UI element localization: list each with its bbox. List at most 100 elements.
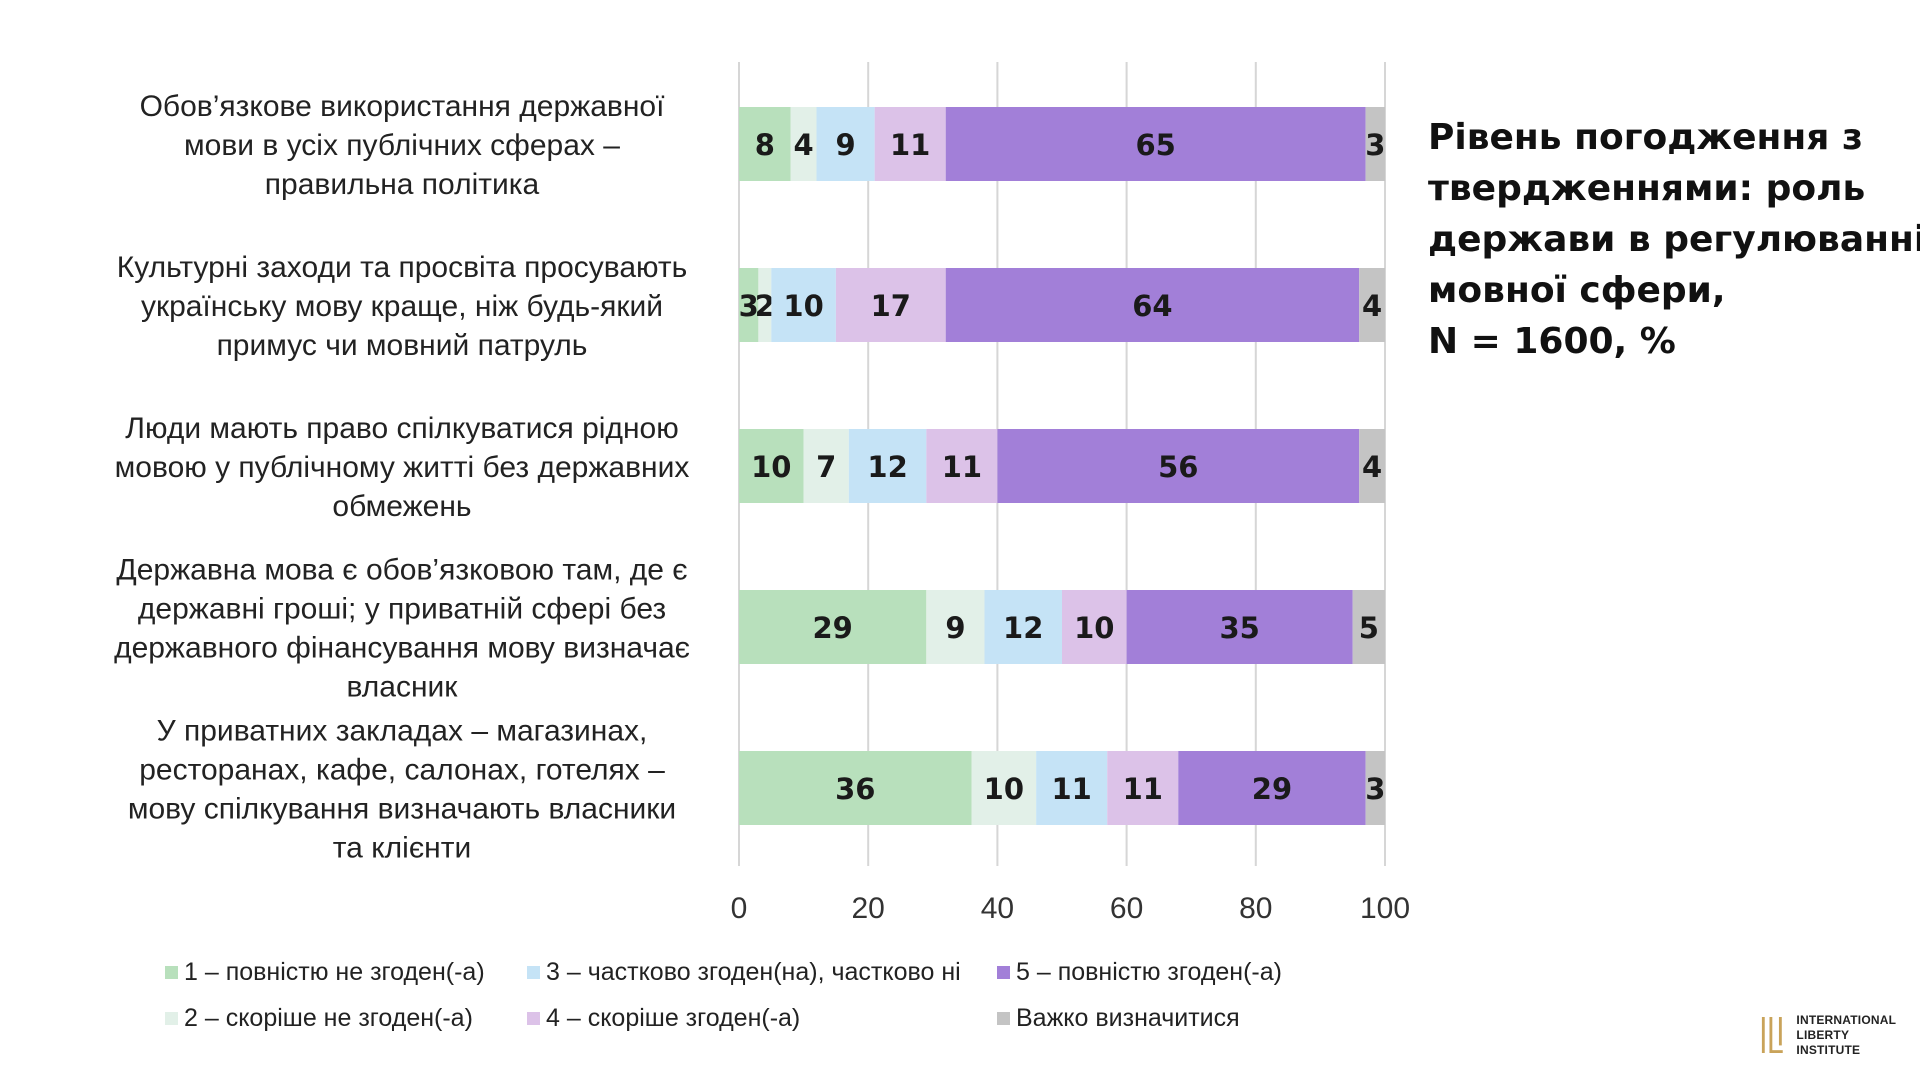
data-label: 10 [783, 289, 823, 323]
chart-title: Рівень погодження з твердженнями: роль д… [1428, 112, 1920, 367]
bar-segment [1365, 751, 1385, 825]
data-label: 17 [871, 289, 911, 323]
title-line: мовної сфери, [1428, 270, 1726, 311]
bar-segment [803, 429, 849, 503]
legend-item-5: 5 – повністю згоден(-а) [997, 958, 1282, 987]
x-tick-label: 20 [852, 892, 885, 925]
data-label: 11 [1052, 772, 1092, 806]
bar-segment [739, 268, 759, 342]
category-label: державні гроші; у приватній сфері без [138, 593, 666, 626]
bar-segment [1107, 751, 1179, 825]
title-line: Рівень погодження з [1428, 117, 1863, 158]
legend-label: 4 – скоріше згоден(-а) [546, 1004, 801, 1032]
data-label: 35 [1219, 611, 1259, 645]
bar-segment [835, 268, 946, 342]
bar-segment [926, 590, 985, 664]
logo-text: INTERNATIONAL LIBERTY INSTITUTE [1796, 1013, 1910, 1058]
legend-item-1: 1 – повністю не згоден(-а) [165, 958, 485, 987]
legend-item-3: 3 – частково згоден(на), частково ні [527, 958, 961, 987]
data-label: 12 [1003, 611, 1043, 645]
bar-segment [758, 268, 772, 342]
bar-segment [1178, 751, 1366, 825]
data-label: 2 [755, 289, 775, 323]
bar-segment [1359, 268, 1385, 342]
data-label: 10 [1074, 611, 1114, 645]
bar-segment [1365, 107, 1385, 181]
x-tick-label: 0 [731, 892, 748, 925]
category-label: Державна мова є обов’язковою там, де є [116, 554, 687, 587]
category-label: власник [347, 671, 459, 704]
legend-label: 5 – повністю згоден(-а) [1016, 958, 1282, 986]
data-label: 3 [1365, 772, 1385, 806]
category-label: Обов’язкове використання державної [140, 90, 665, 123]
data-label: 4 [1362, 450, 1382, 484]
bar-segment [739, 107, 791, 181]
category-label: мовою у публічному житті без державних [115, 451, 690, 484]
category-label: державного фінансування мову визначає [114, 632, 690, 665]
legend-item-6: Важко визначитися [997, 1004, 1240, 1033]
x-tick-label: 80 [1239, 892, 1272, 925]
data-label: 29 [1252, 772, 1292, 806]
data-label: 7 [816, 450, 836, 484]
category-label: Люди мають право спілкуватися рідною [125, 412, 678, 445]
bar-segment [1036, 751, 1108, 825]
data-label: 9 [945, 611, 965, 645]
legend-swatch [997, 966, 1010, 979]
bar-segment [816, 107, 875, 181]
chart-legend: 1 – повністю не згоден(-а) 2 – скоріше н… [165, 958, 1345, 1058]
data-label: 56 [1158, 450, 1198, 484]
bar-segment [790, 107, 817, 181]
logo-line: INTERNATIONAL [1796, 1012, 1897, 1027]
category-label: українську мову краще, ніж будь-який [141, 290, 663, 323]
legend-swatch [165, 966, 178, 979]
data-label: 11 [1123, 772, 1163, 806]
data-label: 11 [890, 128, 930, 162]
data-label: 64 [1132, 289, 1172, 323]
data-label: 65 [1135, 128, 1175, 162]
x-tick-label: 100 [1360, 892, 1410, 925]
title-line: твердженнями: роль [1428, 168, 1866, 209]
data-label: 3 [739, 289, 759, 323]
data-label: 4 [794, 128, 814, 162]
data-label: 8 [755, 128, 775, 162]
category-label: та клієнти [333, 832, 471, 865]
bar-segment [1352, 590, 1385, 664]
x-tick-label: 60 [1110, 892, 1143, 925]
data-label: 29 [812, 611, 852, 645]
data-label: 10 [751, 450, 791, 484]
title-line: N = 1600, % [1428, 321, 1676, 362]
legend-label: 1 – повністю не згоден(-а) [184, 958, 485, 986]
bar-segment [874, 107, 946, 181]
data-label: 36 [835, 772, 875, 806]
bar-segment [971, 751, 1037, 825]
data-label: 3 [1365, 128, 1385, 162]
bar-segment [945, 107, 1366, 181]
legend-swatch [527, 966, 540, 979]
category-label: примус чи мовний патруль [217, 329, 588, 362]
legend-swatch [997, 1012, 1010, 1025]
data-label: 9 [835, 128, 855, 162]
bar-segment [1359, 429, 1385, 503]
data-label: 10 [984, 772, 1024, 806]
legend-label: 3 – частково згоден(на), частково ні [546, 958, 961, 986]
legend-item-4: 4 – скоріше згоден(-а) [527, 1004, 800, 1033]
category-label: Культурні заходи та просвіта просувають [117, 251, 688, 284]
bar-segment [848, 429, 927, 503]
bar-segment [945, 268, 1360, 342]
data-label: 12 [867, 450, 907, 484]
category-label: мови в усіх публічних сферах – [184, 129, 620, 162]
category-label: мову спілкування визначають власники [128, 793, 676, 826]
bar-segment [771, 268, 836, 342]
data-label: 5 [1359, 611, 1379, 645]
bar-segment [739, 751, 972, 825]
bar-segment [926, 429, 998, 503]
category-label: У приватних закладах – магазинах, [157, 715, 648, 748]
legend-swatch [527, 1012, 540, 1025]
institute-logo: INTERNATIONAL LIBERTY INSTITUTE [1760, 1013, 1910, 1057]
bar-segment [739, 429, 804, 503]
category-label: ресторанах, кафе, салонах, готелях – [139, 754, 665, 787]
data-label: 4 [1362, 289, 1382, 323]
legend-label: Важко визначитися [1016, 1004, 1240, 1032]
category-label: правильна політика [265, 168, 540, 201]
